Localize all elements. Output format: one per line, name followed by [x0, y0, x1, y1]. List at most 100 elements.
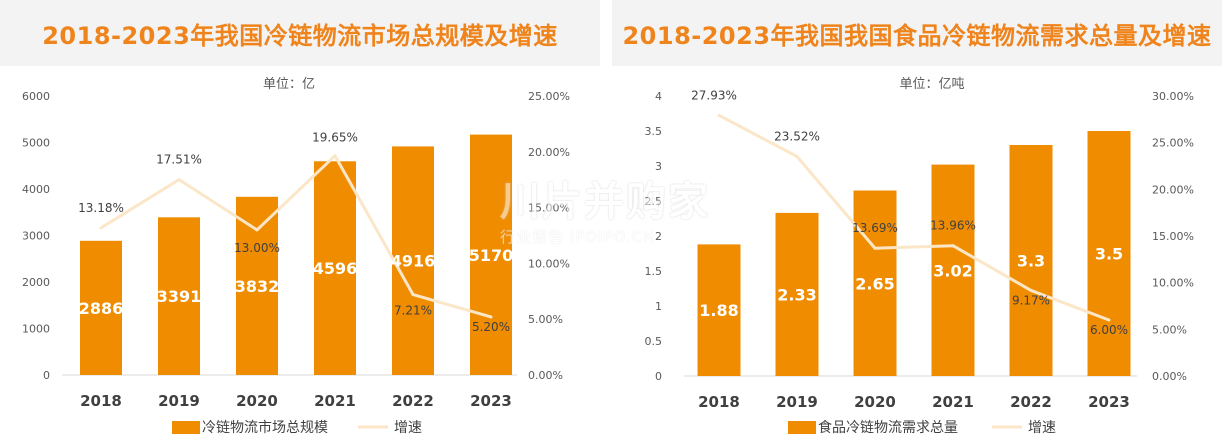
category-label: 2021	[314, 392, 356, 410]
bar-value-label: 3832	[235, 277, 280, 296]
y-tick-label: 1	[655, 300, 662, 313]
y2-tick-label: 0.00%	[528, 369, 563, 382]
growth-point	[1107, 318, 1111, 322]
growth-point	[333, 154, 337, 158]
growth-value-label: 13.69%	[852, 221, 898, 235]
y-tick-label: 0	[43, 369, 50, 382]
bar	[158, 217, 200, 375]
growth-point	[411, 293, 415, 297]
growth-value-label: 5.20%	[472, 320, 510, 334]
growth-point	[951, 244, 955, 248]
bar	[697, 244, 741, 376]
bar-value-label: 3.02	[933, 261, 972, 280]
bar-value-label: 3.5	[1095, 245, 1123, 264]
growth-line	[100, 154, 492, 319]
growth-point	[255, 228, 259, 232]
category-label: 2018	[80, 392, 122, 410]
y-tick-label: 2000	[22, 276, 50, 289]
y2-tick-label: 20.00%	[1152, 183, 1194, 196]
bar	[1087, 131, 1131, 376]
growth-line	[718, 113, 1110, 322]
category-label: 2018	[698, 393, 740, 411]
growth-value-label: 13.96%	[930, 219, 976, 233]
y2-tick-label: 10.00%	[528, 257, 570, 270]
y-tick-label: 6000	[22, 90, 50, 103]
bar	[470, 134, 512, 375]
y-tick-label: 4	[655, 90, 662, 103]
legend-swatch-bar	[172, 421, 200, 434]
bar	[392, 146, 434, 375]
category-label: 2022	[392, 392, 434, 410]
growth-value-label: 13.00%	[234, 241, 280, 255]
y-tick-label: 2	[655, 230, 662, 243]
y-tick-label: 3000	[22, 230, 50, 243]
legend-label-line: 增速	[394, 420, 422, 436]
chart-panel-food-demand: 2018-2023年我国我国食品冷链物流需求总量及增速 单位：亿吨 0 0.5 1 1.…	[612, 0, 1222, 443]
growth-point	[177, 178, 181, 182]
growth-point	[717, 113, 721, 117]
bar	[236, 196, 278, 375]
y2-tick-label: 30.00%	[1152, 90, 1194, 103]
chart-food-demand: 单位：亿吨 0 0.5 1 1.5 2 2.5 3 3.5 4 0.00% 5.00% 10.00% 15…	[645, 77, 1194, 436]
category-label: 2019	[776, 393, 818, 411]
legend-swatch-bar	[788, 421, 816, 434]
legend-label-line: 增速	[1028, 420, 1056, 436]
category-label: 2020	[854, 393, 896, 411]
unit-label: 单位：亿	[263, 77, 315, 92]
y2-tick-label: 25.00%	[1152, 137, 1194, 150]
bar-value-label: 2.65	[855, 274, 894, 293]
bar-value-label: 3.3	[1017, 252, 1045, 271]
category-label: 2021	[932, 393, 974, 411]
growth-point	[1029, 288, 1033, 292]
y2-tick-label: 5.00%	[1152, 323, 1187, 336]
growth-value-label: 17.51%	[156, 153, 202, 167]
y2-tick-label: 25.00%	[528, 90, 570, 103]
y-tick-label: 0	[655, 370, 662, 383]
bar	[80, 240, 122, 375]
category-label: 2022	[1010, 393, 1052, 411]
chart-panel-market-size: 2018-2023年我国冷链物流市场总规模及增速 单位：亿 0 1000 2000 30…	[0, 0, 600, 443]
chart-title: 2018-2023年我国我国食品冷链物流需求总量及增速	[612, 0, 1222, 66]
y-tick-label: 4000	[22, 183, 50, 196]
growth-value-label: 6.00%	[1090, 323, 1128, 337]
growth-point	[99, 226, 103, 230]
legend-label-bar: 食品冷链物流需求总量	[818, 419, 958, 436]
bar-value-label: 1.88	[699, 301, 738, 320]
y-tick-label: 5000	[22, 137, 50, 150]
chart-market-size: 单位：亿 0 1000 2000 3000 4000 5000 6000 0.00% 5.00% 1…	[22, 77, 570, 436]
unit-label: 单位：亿吨	[899, 77, 964, 92]
bar-value-label: 4596	[313, 259, 358, 278]
bar	[314, 161, 356, 375]
y2-tick-label: 5.00%	[528, 313, 563, 326]
y2-tick-label: 10.00%	[1152, 277, 1194, 290]
y-tick-label: 2.5	[645, 195, 663, 208]
bar-value-label: 5170	[469, 246, 514, 265]
growth-value-label: 13.18%	[78, 201, 124, 215]
y-tick-label: 3.5	[645, 125, 663, 138]
bar-value-label: 3391	[157, 287, 202, 306]
y-tick-label: 3	[655, 160, 662, 173]
growth-value-label: 7.21%	[394, 304, 432, 318]
y2-tick-label: 15.00%	[528, 202, 570, 215]
y-tick-label: 1000	[22, 323, 50, 336]
bar	[1009, 145, 1053, 376]
bar-value-label: 2886	[79, 299, 124, 318]
chart-title: 2018-2023年我国冷链物流市场总规模及增速	[0, 0, 600, 66]
growth-point	[873, 246, 877, 250]
growth-value-label: 23.52%	[774, 129, 820, 143]
category-label: 2020	[236, 392, 278, 410]
y2-tick-label: 20.00%	[528, 146, 570, 159]
bar	[853, 190, 897, 376]
growth-value-label: 19.65%	[312, 131, 358, 145]
y-tick-label: 1.5	[645, 265, 663, 278]
category-label: 2023	[470, 392, 512, 410]
growth-value-label: 27.93%	[691, 88, 737, 102]
y2-tick-label: 15.00%	[1152, 230, 1194, 243]
category-label: 2019	[158, 392, 200, 410]
category-label: 2023	[1088, 393, 1130, 411]
growth-point	[489, 315, 493, 319]
y2-tick-label: 0.00%	[1152, 370, 1187, 383]
y-tick-label: 0.5	[645, 335, 663, 348]
bar	[931, 164, 975, 376]
bar-value-label: 4916	[391, 252, 436, 271]
